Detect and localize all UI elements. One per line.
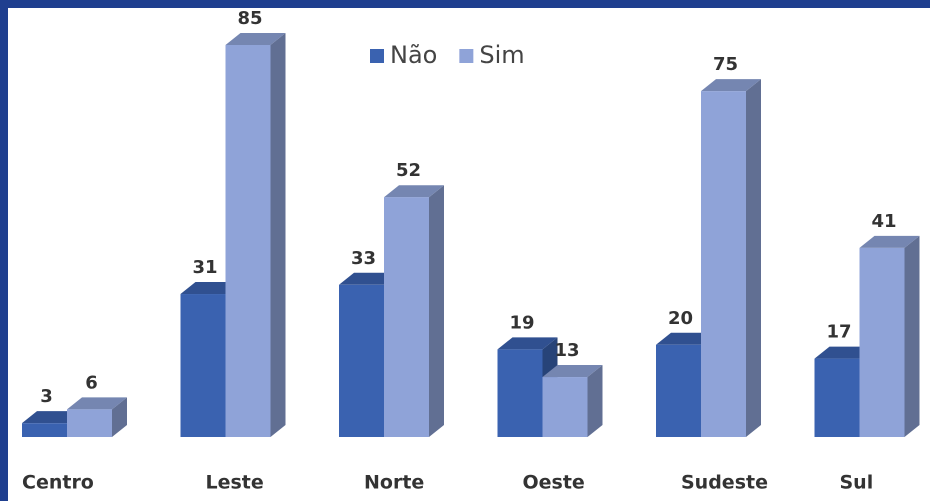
value-label: 52 (396, 160, 421, 181)
value-label: 3 (40, 386, 53, 407)
bar (67, 409, 112, 437)
plot-background (8, 8, 930, 501)
value-label: 41 (871, 211, 896, 232)
bar-side (904, 235, 920, 437)
value-label: 33 (351, 248, 376, 269)
value-label: 13 (554, 340, 579, 361)
value-label: 17 (826, 322, 851, 343)
bar (814, 358, 860, 437)
bar-side (746, 79, 761, 437)
bar (180, 294, 226, 437)
value-label: 20 (668, 308, 693, 329)
legend-swatch (370, 49, 384, 63)
bar (22, 423, 67, 437)
bar-top (67, 397, 127, 410)
bar (339, 284, 384, 437)
x-tick-label: Centro (22, 472, 94, 494)
x-tick-label: Leste (206, 472, 264, 494)
bar-side (587, 365, 603, 437)
bar-top (701, 79, 761, 92)
bar (656, 344, 701, 437)
legend-label: Sim (479, 41, 524, 69)
bar (701, 91, 746, 437)
x-tick-label: Oeste (523, 472, 585, 494)
x-tick-label: Sudeste (681, 472, 768, 494)
bar-top (225, 33, 286, 45)
bar-top (542, 365, 603, 378)
bar-top (859, 235, 920, 248)
bar-side (270, 33, 286, 437)
bar-top (497, 337, 558, 350)
bar-side (112, 397, 127, 437)
value-label: 31 (192, 257, 217, 278)
bar (497, 349, 543, 437)
bar (542, 377, 588, 437)
bar-side (429, 185, 444, 437)
bar (384, 197, 429, 437)
bar (225, 45, 271, 437)
bar-top (384, 185, 444, 198)
legend-label: Não (390, 41, 437, 69)
legend-swatch (459, 49, 474, 63)
value-label: 19 (509, 312, 534, 333)
x-tick-label: Norte (364, 472, 424, 494)
x-tick-label: Sul (840, 472, 874, 494)
bar (859, 247, 905, 437)
value-label: 85 (237, 8, 262, 29)
value-label: 6 (85, 372, 98, 393)
value-label: 75 (713, 54, 738, 75)
